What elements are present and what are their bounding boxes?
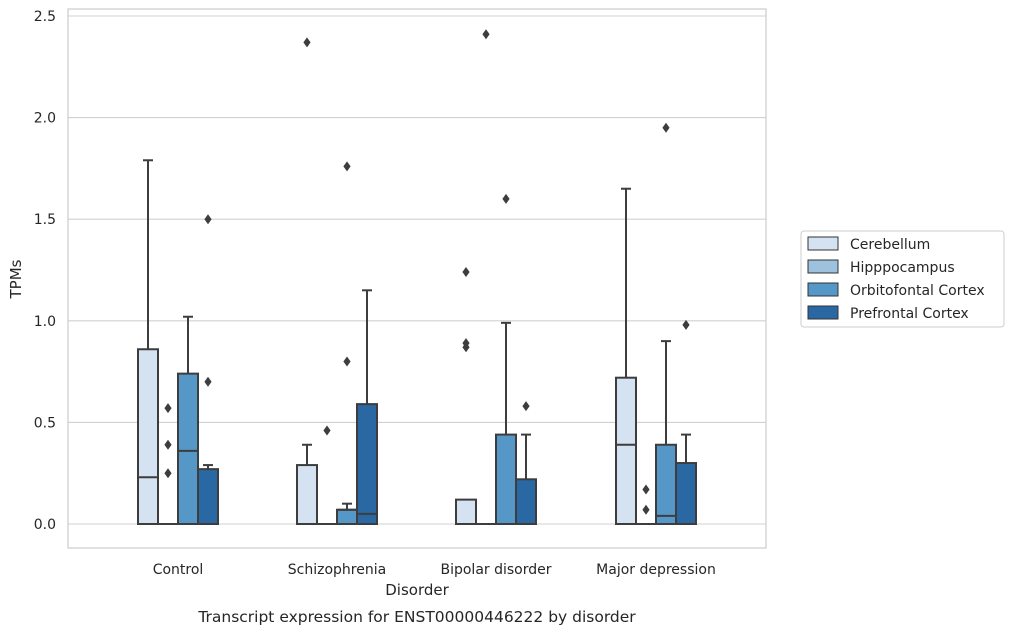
y-tick-labels: 0.0 0.5 1.0 1.5 2.0 2.5 bbox=[34, 9, 56, 533]
x-tick-label: Bipolar disorder bbox=[440, 562, 551, 578]
y-tick-label: 1.0 bbox=[34, 314, 56, 330]
outlier-point bbox=[343, 161, 351, 172]
x-tick-label: Major depression bbox=[596, 562, 716, 578]
legend-swatch-prefrontal bbox=[807, 305, 839, 320]
outlier-point bbox=[164, 439, 172, 450]
y-tick-label: 1.5 bbox=[34, 212, 56, 228]
box-group bbox=[615, 187, 637, 526]
outlier-point bbox=[662, 122, 670, 133]
plot-frame bbox=[67, 8, 767, 549]
x-axis-label: Disorder bbox=[385, 581, 449, 599]
legend-label-cerebellum: Cerebellum bbox=[850, 237, 930, 253]
box-group bbox=[356, 289, 378, 525]
box-group bbox=[197, 464, 219, 525]
box-group bbox=[515, 433, 537, 525]
legend-label-hippocampus: Hipppocampus bbox=[850, 260, 955, 276]
y-axis-label: TPMs bbox=[7, 259, 25, 299]
x-tick-label: Control bbox=[153, 562, 204, 578]
outlier-point bbox=[522, 401, 530, 412]
box bbox=[455, 498, 477, 525]
outlier-point bbox=[164, 403, 172, 414]
y-tick-label: 2.0 bbox=[34, 111, 56, 127]
legend-frame bbox=[800, 230, 1005, 328]
y-tick-label: 0.5 bbox=[34, 415, 56, 431]
chart-caption: Transcript expression for ENST0000044622… bbox=[197, 608, 636, 626]
box bbox=[655, 443, 677, 526]
box bbox=[495, 433, 517, 526]
legend-swatch-cerebellum bbox=[807, 236, 839, 251]
x-tick-label: Schizophrenia bbox=[288, 562, 386, 578]
outlier-point bbox=[502, 193, 510, 204]
legend-label-orbitofrontal: Orbitofontal Cortex bbox=[850, 283, 985, 299]
outlier-point bbox=[642, 504, 650, 515]
outlier-point bbox=[204, 214, 212, 225]
legend: Cerebellum Hipppocampus Orbitofontal Cor… bbox=[800, 230, 1005, 328]
outlier-point bbox=[204, 376, 212, 387]
boxes bbox=[137, 159, 697, 526]
box-group bbox=[336, 502, 358, 526]
outlier-point bbox=[462, 338, 470, 349]
box bbox=[137, 348, 159, 525]
box bbox=[356, 403, 378, 525]
outlier-point bbox=[682, 319, 690, 330]
y-tick-label: 2.5 bbox=[34, 9, 56, 25]
outlier-point bbox=[462, 267, 470, 278]
legend-swatch-orbitofrontal bbox=[807, 282, 839, 297]
outlier-point bbox=[482, 29, 490, 40]
box-group bbox=[177, 315, 199, 525]
box-group bbox=[495, 321, 517, 526]
outlier-point bbox=[323, 425, 331, 436]
box bbox=[296, 464, 318, 525]
y-tick-label: 0.0 bbox=[34, 517, 56, 533]
box bbox=[515, 478, 537, 525]
legend-swatch-hippocampus bbox=[807, 259, 839, 274]
box bbox=[177, 372, 199, 525]
outlier-point bbox=[343, 356, 351, 367]
outlier-point bbox=[642, 484, 650, 495]
box-group bbox=[296, 443, 318, 525]
outlier-point bbox=[303, 37, 311, 48]
box bbox=[615, 376, 637, 526]
legend-label-prefrontal: Prefrontal Cortex bbox=[850, 306, 969, 322]
outliers bbox=[164, 29, 690, 515]
box-group bbox=[455, 498, 477, 525]
box bbox=[675, 462, 697, 526]
box bbox=[197, 468, 219, 525]
box-group bbox=[137, 159, 159, 525]
box-group bbox=[655, 340, 677, 526]
box bbox=[336, 508, 358, 526]
x-tick-labels: Control Schizophrenia Bipolar disorder Majo… bbox=[153, 562, 716, 578]
box-group bbox=[675, 433, 697, 526]
outlier-point bbox=[164, 468, 172, 479]
